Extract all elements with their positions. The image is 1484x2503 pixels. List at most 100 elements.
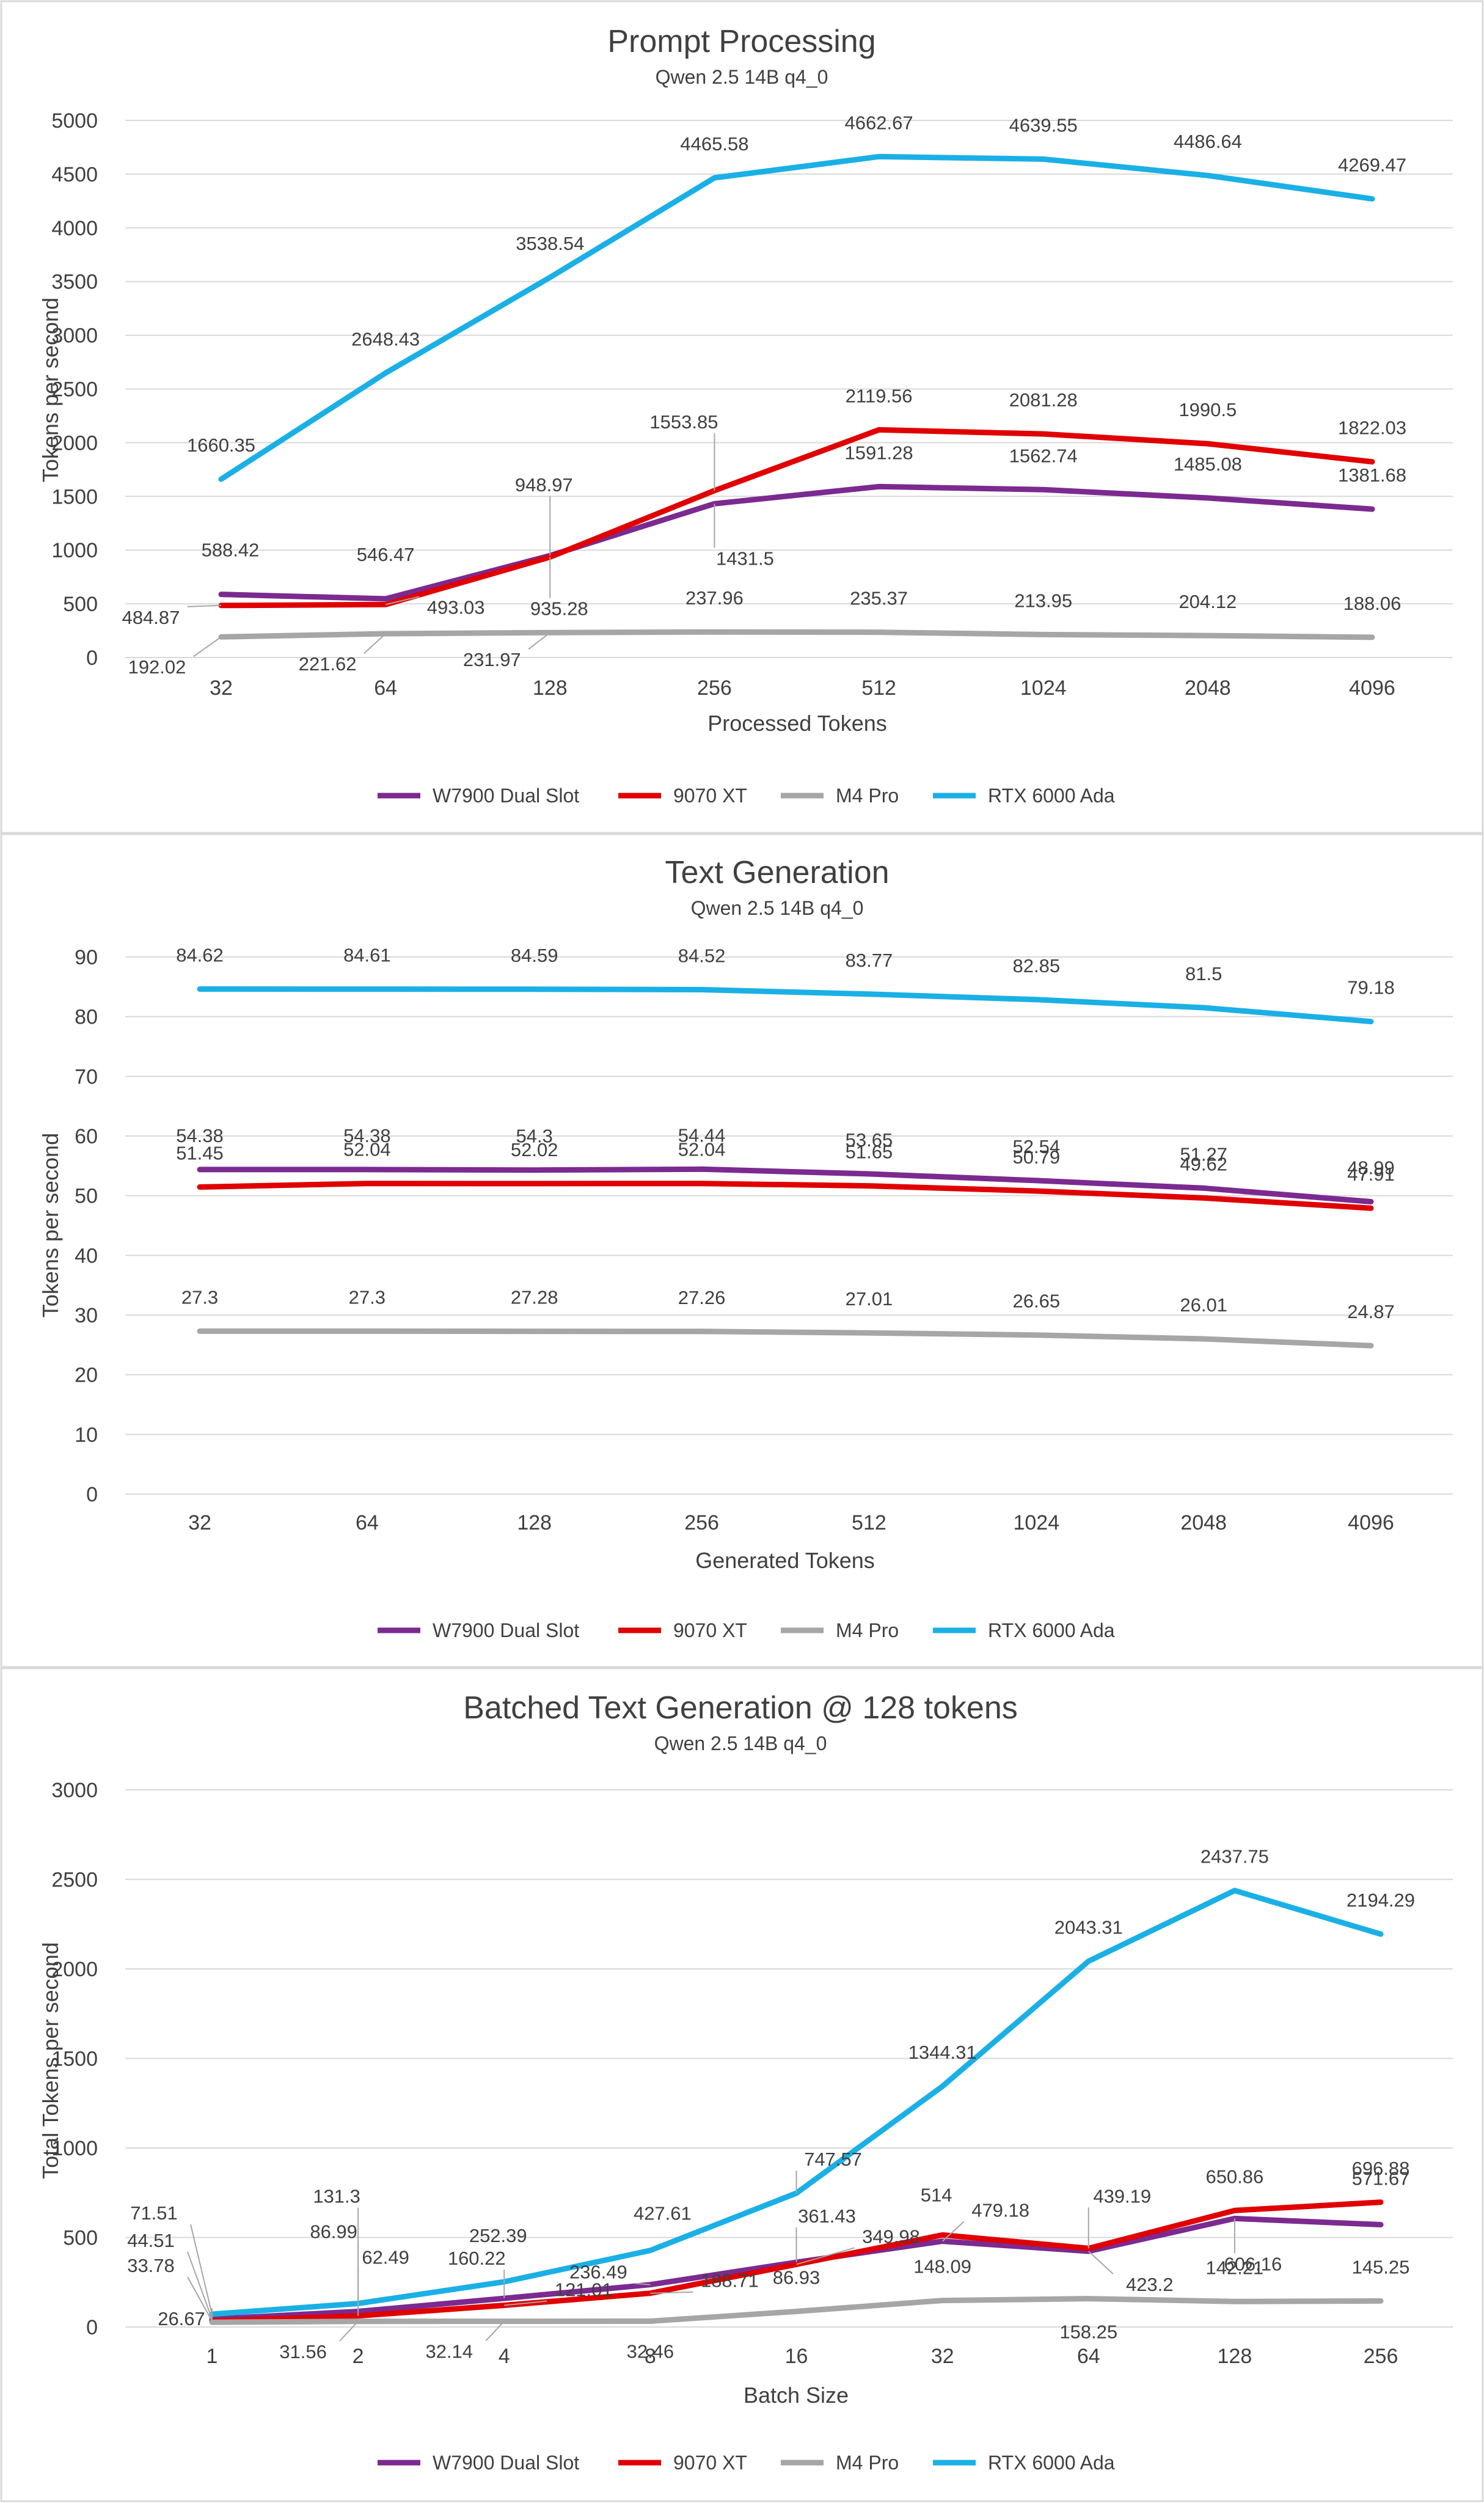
data-label-9070-xt: 33.78 (127, 2255, 175, 2276)
label-leader-line (339, 2321, 359, 2342)
label-leader-line (193, 636, 222, 658)
data-label-rtx-6000-ada: 81.5 (1185, 963, 1222, 984)
y-tick-label: 40 (75, 1244, 98, 1267)
y-tick-label: 60 (75, 1125, 98, 1148)
data-label-w7900-dual-slot: 1485.08 (1174, 453, 1242, 475)
data-label-w7900-dual-slot: 51.27 (1180, 1143, 1227, 1165)
data-label-w7900-dual-slot: 160.22 (448, 2248, 506, 2269)
chart-text-generation: Text Generation Qwen 2.5 14B q4_0 Genera… (38, 855, 1453, 1641)
data-label-w7900-dual-slot: 948.97 (515, 474, 573, 496)
legend-label: RTX 6000 Ada (988, 2452, 1115, 2474)
y-tick-label: 2000 (51, 431, 98, 455)
panel-border-prompt-processing (0, 0, 1484, 834)
data-label-w7900-dual-slot: 86.99 (310, 2221, 357, 2243)
legend-item-w7900: W7900 Dual Slot (378, 1619, 579, 1641)
y-tick-label: 0 (86, 647, 98, 670)
data-label-w7900-dual-slot: 48.99 (1347, 1157, 1395, 1179)
data-label-rtx-6000-ada: 1344.31 (908, 2042, 977, 2063)
data-label-9070-xt: 50.79 (1012, 1146, 1060, 1168)
data-label-rtx-6000-ada: 252.39 (469, 2225, 527, 2246)
y-tick-label: 3000 (51, 324, 98, 348)
data-label-m4-pro: 26.67 (158, 2308, 205, 2329)
data-label-w7900-dual-slot: 1381.68 (1338, 464, 1406, 486)
data-label-rtx-6000-ada: 2194.29 (1347, 1889, 1415, 1911)
y-axis-ticks: 0 10 20 30 40 50 60 70 80 90 (75, 946, 98, 1506)
y-axis-title: Tokens per second (38, 1133, 63, 1317)
legend-item-rtx6000ada: RTX 6000 Ada (933, 1619, 1115, 1641)
legend-label: 9070 XT (673, 1619, 747, 1641)
data-label-w7900-dual-slot: 423.2 (1126, 2274, 1174, 2295)
data-label-9070-xt: 2119.56 (846, 385, 913, 406)
series-line-m4-pro (218, 629, 1375, 640)
data-label-w7900-dual-slot: 54.38 (176, 1125, 224, 1146)
x-tick-label: 4 (499, 2345, 510, 2368)
series-line-rtx-6000-ada (209, 1888, 1384, 2317)
data-label-rtx-6000-ada: 83.77 (846, 950, 893, 971)
data-label-m4-pro: 145.25 (1352, 2256, 1410, 2278)
data-label-m4-pro: 158.25 (1059, 2322, 1117, 2343)
label-leader-line (1088, 2251, 1114, 2274)
x-tick-label: 1024 (1013, 1511, 1059, 1534)
legend-item-w7900: W7900 Dual Slot (378, 2452, 579, 2474)
legend: W7900 Dual Slot 9070 XT M4 Pro RTX 6000 … (378, 1619, 1115, 1641)
data-label-9070-xt: 49.62 (1180, 1153, 1227, 1175)
x-tick-label: 128 (517, 1511, 552, 1534)
legend-item-m4pro: M4 Pro (781, 2452, 899, 2474)
x-tick-label: 1 (207, 2345, 218, 2368)
y-tick-label: 1000 (51, 2137, 98, 2160)
data-label-m4-pro: 192.02 (128, 656, 186, 678)
data-label-9070-xt: 484.87 (122, 607, 180, 628)
data-label-w7900-dual-slot: 571.67 (1352, 2168, 1410, 2190)
data-label-rtx-6000-ada: 4486.64 (1174, 131, 1242, 152)
data-label-w7900-dual-slot: 53.65 (846, 1129, 893, 1151)
chart-subtitle: Qwen 2.5 14B q4_0 (654, 1732, 827, 1754)
panel-border-batched-generation (0, 1667, 1484, 2502)
legend-item-rtx6000ada: RTX 6000 Ada (933, 785, 1115, 807)
data-label-m4-pro: 32.46 (627, 2340, 674, 2362)
data-label-w7900-dual-slot: 54.38 (343, 1125, 391, 1146)
label-leader-line (385, 596, 420, 606)
y-tick-label: 500 (63, 593, 98, 616)
x-axis-ticks: 1 2 4 8 16 32 64 128 256 (207, 2345, 1398, 2368)
data-label-w7900-dual-slot: 1431.5 (716, 548, 774, 569)
data-label-rtx-6000-ada: 84.59 (511, 945, 558, 966)
x-tick-label: 4096 (1348, 1511, 1394, 1534)
gridlines (125, 120, 1453, 658)
x-tick-label: 32 (931, 2345, 954, 2368)
label-leader-line (187, 604, 222, 607)
data-label-m4-pro: 27.01 (846, 1288, 893, 1310)
y-tick-label: 70 (75, 1065, 98, 1088)
x-tick-label: 64 (1077, 2345, 1100, 2368)
label-leader-line (190, 2224, 213, 2315)
x-tick-label: 64 (374, 676, 397, 700)
data-label-m4-pro: 26.01 (1180, 1294, 1227, 1316)
legend-item-9070xt: 9070 XT (618, 2452, 747, 2474)
gridlines (125, 956, 1453, 1495)
data-label-w7900-dual-slot: 546.47 (357, 544, 415, 565)
legend-item-m4pro: M4 Pro (781, 785, 899, 807)
x-axis-title: Batch Size (744, 2383, 849, 2408)
data-labels: 588.42 546.47 948.97 1431.5 1591.28 1562.74 14… (122, 112, 1406, 678)
data-label-m4-pro: 27.3 (349, 1286, 386, 1308)
data-label-m4-pro: 31.56 (279, 2341, 327, 2362)
label-leader-line (187, 2251, 213, 2320)
y-tick-label: 1000 (51, 539, 98, 562)
x-tick-label: 128 (1218, 2345, 1252, 2368)
data-label-m4-pro: 26.65 (1012, 1291, 1060, 1312)
chart-subtitle: Qwen 2.5 14B q4_0 (691, 897, 864, 919)
data-label-w7900-dual-slot: 361.43 (798, 2205, 856, 2227)
data-label-w7900-dual-slot: 1562.74 (1009, 445, 1078, 466)
label-leader-line (364, 633, 386, 654)
data-label-9070-xt: 349.98 (862, 2226, 920, 2247)
label-leader-line (941, 2221, 965, 2242)
y-tick-label: 1500 (51, 2048, 98, 2071)
x-tick-label: 32 (188, 1511, 211, 1534)
data-label-m4-pro: 235.37 (850, 588, 908, 609)
data-label-m4-pro: 221.62 (299, 653, 357, 675)
data-label-rtx-6000-ada: 84.61 (343, 945, 391, 966)
data-label-rtx-6000-ada: 82.85 (1012, 955, 1060, 977)
data-label-m4-pro: 27.26 (678, 1287, 726, 1308)
data-label-rtx-6000-ada: 4465.58 (680, 133, 748, 155)
data-label-m4-pro: 188.06 (1343, 593, 1402, 614)
data-label-m4-pro: 237.96 (685, 587, 744, 609)
